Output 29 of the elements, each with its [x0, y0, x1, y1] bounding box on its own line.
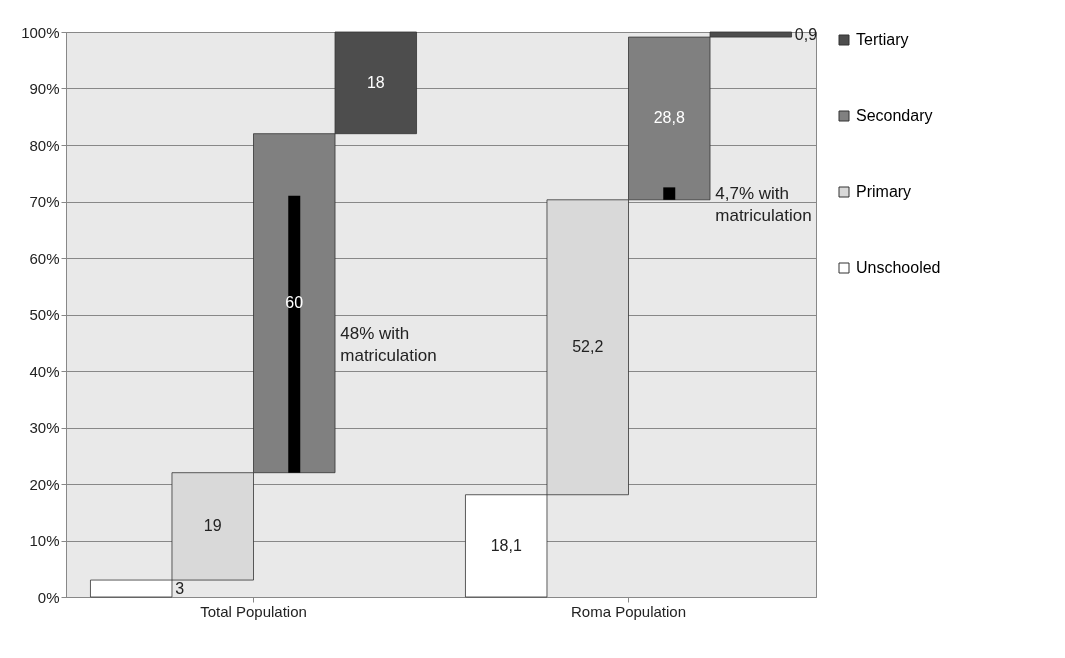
legend-label: Primary — [856, 183, 912, 200]
y-tick-label: 20% — [29, 475, 60, 493]
y-tick-label: 30% — [29, 419, 60, 436]
y-tick-label: 50% — [29, 306, 60, 323]
data-label: 19 — [203, 517, 222, 535]
y-tick-label: 0% — [37, 588, 60, 606]
data-label: 18,1 — [490, 536, 522, 554]
x-tick-label: Roma Population — [570, 602, 687, 620]
x-tick-label: Total Population — [200, 602, 307, 620]
data-label: 3 — [175, 579, 185, 597]
data-label: 0,9 — [794, 25, 818, 43]
bar — [288, 195, 301, 473]
bar — [663, 187, 676, 200]
y-tick-label: 90% — [29, 80, 60, 97]
legend-label: Tertiary — [856, 31, 909, 48]
y-tick-label: 60% — [29, 249, 60, 267]
y-tick-label: 100% — [21, 23, 60, 41]
annotation: 4,7% with matriculation — [715, 183, 812, 225]
data-label: 60 — [285, 294, 304, 312]
annotation: 48% with matriculation — [340, 324, 437, 366]
data-label: 18 — [366, 73, 385, 91]
legend-label: Secondary — [856, 107, 933, 124]
y-tick-label: 40% — [29, 362, 60, 380]
y-tick-label: 10% — [29, 532, 60, 549]
legend-label: Unschooled — [856, 259, 941, 276]
y-tick-label: 70% — [29, 193, 60, 210]
y-tick-label: 80% — [29, 136, 60, 154]
data-label: 28,8 — [653, 109, 685, 127]
data-label: 52,2 — [572, 338, 604, 356]
